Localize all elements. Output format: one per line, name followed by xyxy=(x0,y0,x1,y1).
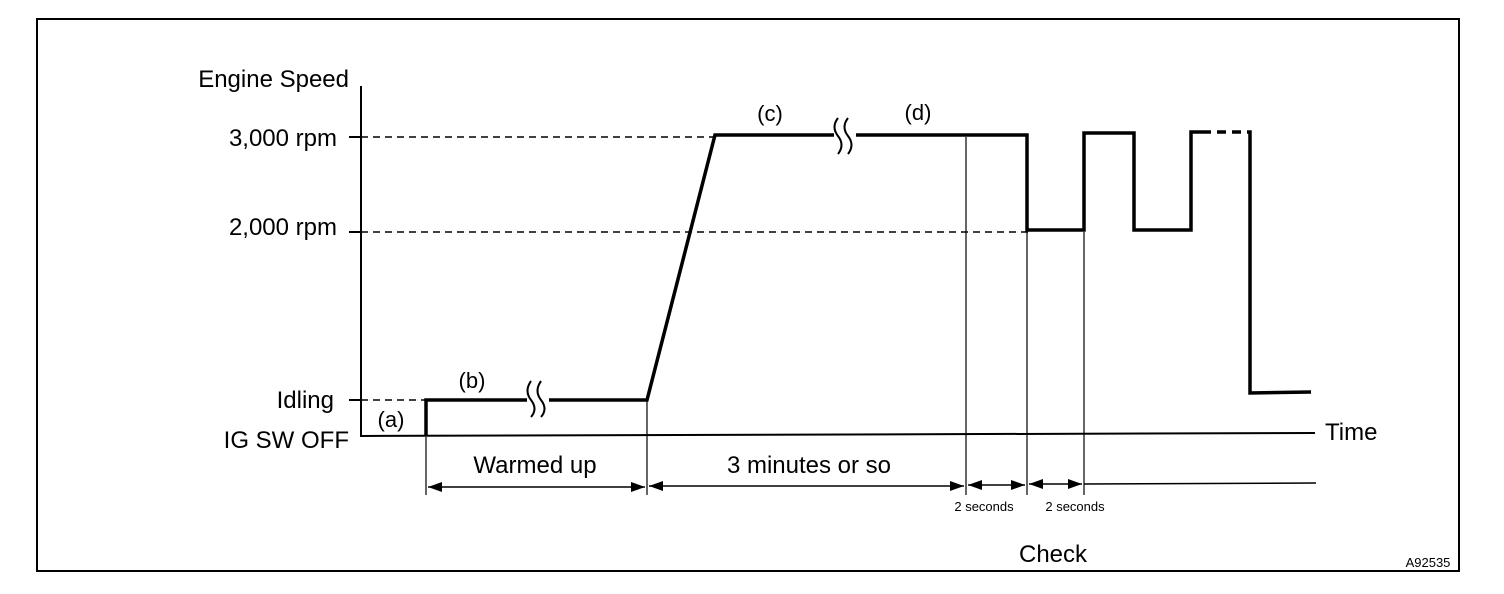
check-label: Check xyxy=(1019,541,1088,568)
level-label-2000: 2,000 rpm xyxy=(229,214,337,241)
diagram-frame xyxy=(36,18,1460,572)
y-axis-title: Engine Speed xyxy=(198,66,349,93)
phase-label-c: (c) xyxy=(757,101,783,126)
x-axis xyxy=(360,432,1316,437)
break-mark-c xyxy=(833,117,853,155)
figure-code: A92535 xyxy=(1406,555,1451,570)
phase-label-b: (b) xyxy=(459,368,486,393)
break-mark-b xyxy=(526,380,546,418)
phase-label-a: (a) xyxy=(378,407,405,432)
engine-speed-trace-end xyxy=(1248,130,1312,395)
interval-tail-line xyxy=(1083,482,1317,485)
level-label-ig-sw-off: IG SW OFF xyxy=(224,427,349,454)
level-label-3000: 3,000 rpm xyxy=(229,125,337,152)
x-axis-title: Time xyxy=(1325,419,1377,446)
interval-label-two-seconds-1: 2 seconds xyxy=(954,499,1014,514)
interval-label-two-seconds-2: 2 seconds xyxy=(1045,499,1105,514)
level-label-idling: Idling xyxy=(277,387,334,414)
interval-label-warmed-up: Warmed up xyxy=(473,452,596,479)
phase-label-d: (d) xyxy=(905,100,932,125)
interval-label-three-minutes: 3 minutes or so xyxy=(727,452,891,479)
engine-speed-trace xyxy=(424,130,1202,436)
